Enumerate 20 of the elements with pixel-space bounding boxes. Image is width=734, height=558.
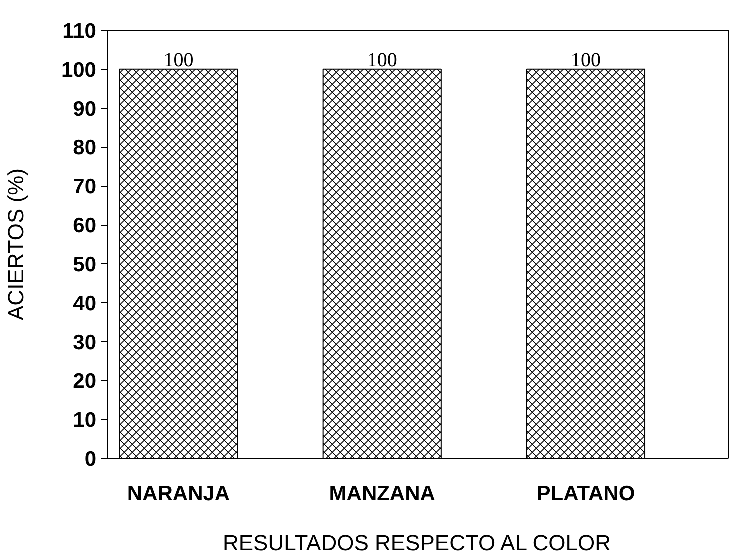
y-tick-label: 30 [73, 331, 96, 354]
data-label: 100 [570, 49, 601, 72]
y-tick-label: 110 [62, 20, 97, 43]
data-label: 100 [367, 49, 398, 72]
y-tick-label: 0 [84, 448, 97, 471]
x-tick-label: MANZANA [329, 482, 436, 506]
x-axis-title: RESULTADOS RESPECTO AL COLOR [223, 530, 611, 556]
data-label: 100 [164, 49, 194, 72]
y-tick-label: 20 [73, 370, 96, 394]
y-tick-label: 40 [73, 292, 96, 316]
y-tick-label: 60 [73, 214, 96, 238]
y-tick-label: 90 [73, 98, 96, 121]
y-tick-label: 100 [61, 58, 97, 82]
x-tick-label: NARANJA [127, 482, 230, 506]
x-tick-label: PLATANO [536, 482, 636, 506]
y-tick-label: 70 [73, 176, 96, 199]
y-tick-label: 10 [73, 409, 96, 432]
y-axis-title: ACIERTOS (%) [3, 168, 28, 320]
y-tick-label: 50 [73, 253, 96, 276]
y-tick-label: 80 [73, 136, 96, 160]
